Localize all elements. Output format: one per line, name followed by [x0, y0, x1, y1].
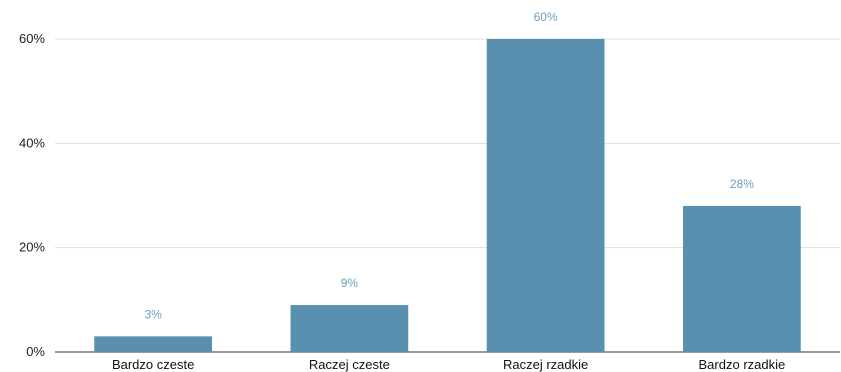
x-axis-ticks: Bardzo czeste Raczej czeste Raczej rzadkie… [112, 357, 785, 372]
y-tick-label: 20% [19, 240, 45, 255]
y-tick-label: 0% [26, 344, 45, 359]
y-axis-ticks: 0% 20% 40% 60% [19, 31, 45, 359]
x-tick-label: Raczej czeste [309, 357, 390, 372]
bars [94, 39, 801, 352]
x-tick-label: Raczej rzadkie [503, 357, 588, 372]
x-tick-label: Bardzo czeste [112, 357, 194, 372]
bar [290, 305, 409, 352]
bar [94, 336, 212, 352]
data-label: 28% [730, 177, 754, 191]
data-label: 9% [341, 276, 359, 290]
data-label: 3% [144, 307, 162, 321]
bar [683, 205, 801, 352]
data-label: 60% [534, 10, 558, 24]
bar [486, 39, 605, 352]
x-tick-label: Bardzo rzadkie [699, 357, 786, 372]
y-tick-label: 60% [19, 31, 45, 46]
y-tick-label: 40% [19, 135, 45, 150]
data-labels: 3% 9% 60% 28% [144, 10, 754, 321]
